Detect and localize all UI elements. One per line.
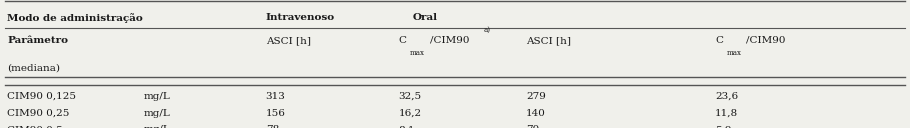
Text: CIM90 0,5: CIM90 0,5 [7, 125, 63, 128]
Text: (mediana): (mediana) [7, 64, 60, 73]
Text: 23,6: 23,6 [715, 92, 738, 101]
Text: C: C [399, 36, 407, 45]
Text: /CIM90: /CIM90 [430, 36, 469, 45]
Text: max: max [726, 49, 742, 57]
Text: C: C [715, 36, 723, 45]
Text: 32,5: 32,5 [399, 92, 421, 101]
Text: CIM90 0,25: CIM90 0,25 [7, 109, 70, 118]
Text: mg/L: mg/L [144, 109, 170, 118]
Text: 279: 279 [526, 92, 546, 101]
Text: ASCI [h]: ASCI [h] [526, 36, 571, 45]
Text: mg/L: mg/L [144, 92, 170, 101]
Text: 70: 70 [526, 125, 540, 128]
Text: a): a) [484, 26, 491, 34]
Text: Modo de administração: Modo de administração [7, 13, 143, 23]
Text: 8,1: 8,1 [399, 125, 415, 128]
Text: 16,2: 16,2 [399, 109, 421, 118]
Text: 78: 78 [266, 125, 279, 128]
Text: 11,8: 11,8 [715, 109, 738, 118]
Text: 5,9: 5,9 [715, 125, 732, 128]
Text: ASCI [h]: ASCI [h] [266, 36, 310, 45]
Text: CIM90 0,125: CIM90 0,125 [7, 92, 76, 101]
Text: 140: 140 [526, 109, 546, 118]
Text: Intravenoso: Intravenoso [266, 13, 335, 22]
Text: mg/L: mg/L [144, 125, 170, 128]
Text: 313: 313 [266, 92, 286, 101]
Text: Oral: Oral [412, 13, 437, 22]
Text: max: max [410, 49, 425, 57]
Text: 156: 156 [266, 109, 286, 118]
Text: Parâmetro: Parâmetro [7, 36, 68, 45]
Text: /CIM90: /CIM90 [746, 36, 785, 45]
